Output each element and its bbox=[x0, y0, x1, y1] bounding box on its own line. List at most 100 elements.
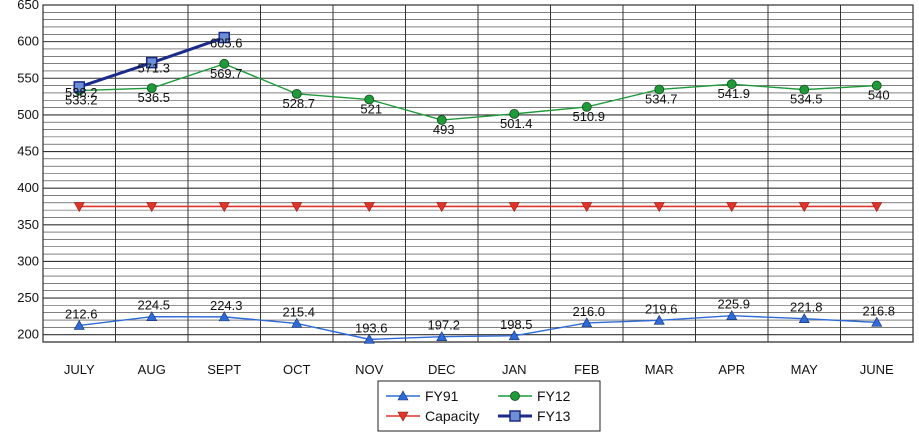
data-point-fy12 bbox=[581, 102, 592, 112]
x-axis: JULY AUG SEPT OCT NOV DEC JAN FEB MAR APR MAY JUNE bbox=[64, 362, 894, 377]
data-label-fy91: 198.5 bbox=[500, 317, 533, 332]
x-tick-label: AUG bbox=[138, 362, 166, 377]
legend-item-fy13: FY13 bbox=[498, 408, 571, 424]
data-point-fy91 bbox=[436, 331, 448, 342]
legend-label-fy91: FY91 bbox=[425, 388, 459, 404]
data-point-fy12 bbox=[654, 84, 665, 95]
x-tick-label: DEC bbox=[428, 362, 455, 377]
data-label-fy91: 225.9 bbox=[717, 297, 750, 312]
legend-box bbox=[377, 380, 601, 432]
data-point-fy12 bbox=[219, 58, 230, 69]
data-point-capacity bbox=[581, 202, 593, 213]
data-point-fy91 bbox=[871, 316, 883, 327]
data-point-capacity bbox=[73, 202, 85, 213]
data-label-fy91: 216.8 bbox=[862, 303, 895, 318]
series-capacity bbox=[73, 202, 883, 213]
legend-item-fy12: FY12 bbox=[498, 388, 571, 404]
legend-label-fy13: FY13 bbox=[537, 408, 571, 424]
data-point-fy91 bbox=[798, 313, 810, 324]
data-label-fy13: 538.2 bbox=[65, 85, 98, 100]
data-point-capacity bbox=[218, 202, 230, 213]
data-point-fy13 bbox=[218, 31, 230, 44]
data-point-fy91 bbox=[218, 311, 230, 322]
data-label-fy12: 501.4 bbox=[500, 116, 533, 131]
legend-label-capacity: Capacity bbox=[425, 408, 479, 424]
data-point-fy91 bbox=[146, 311, 158, 322]
y-tick-label: 450 bbox=[17, 144, 39, 159]
y-tick-label: 200 bbox=[17, 327, 39, 342]
data-label-fy12: 569.7 bbox=[210, 66, 243, 81]
data-point-fy91 bbox=[291, 317, 303, 328]
data-point-fy13 bbox=[146, 56, 158, 69]
x-tick-label: MAY bbox=[791, 362, 819, 377]
legend-item-fy91: FY91 bbox=[386, 388, 459, 404]
data-point-fy12 bbox=[509, 108, 520, 119]
series-fy13: 538.2 571.3 605.6 bbox=[65, 31, 243, 100]
data-label-fy12: 534.7 bbox=[645, 91, 678, 106]
data-point-capacity bbox=[726, 202, 738, 213]
y-axis: 200 250 300 350 400 450 500 550 600 650 bbox=[17, 0, 39, 342]
grid bbox=[42, 4, 914, 343]
data-label-fy13: 571.3 bbox=[137, 61, 170, 76]
data-point-fy91 bbox=[73, 319, 85, 330]
data-label-fy12: 493 bbox=[433, 122, 455, 137]
data-label-fy12: 521 bbox=[360, 102, 382, 117]
data-label-fy91: 216.0 bbox=[572, 304, 605, 319]
data-point-fy12 bbox=[726, 79, 737, 90]
x-tick-label: JULY bbox=[64, 362, 95, 377]
data-point-fy12 bbox=[291, 88, 302, 99]
data-label-fy91: 219.6 bbox=[645, 301, 678, 316]
data-point-fy12 bbox=[146, 83, 157, 94]
x-tick-label: JAN bbox=[502, 362, 527, 377]
data-point-capacity bbox=[436, 202, 448, 213]
y-tick-label: 250 bbox=[17, 290, 39, 305]
x-tick-label: FEB bbox=[574, 362, 599, 377]
data-point-fy12 bbox=[871, 80, 882, 91]
data-label-fy91: 197.2 bbox=[427, 318, 460, 333]
data-point-fy12 bbox=[364, 94, 375, 105]
y-tick-label: 500 bbox=[17, 107, 39, 122]
legend: FY91 FY12 Capacity FY13 bbox=[377, 380, 601, 432]
data-point-capacity bbox=[653, 202, 665, 213]
y-tick-label: 350 bbox=[17, 217, 39, 232]
data-label-fy12: 510.9 bbox=[572, 109, 605, 124]
data-label-fy91: 221.8 bbox=[790, 300, 823, 315]
y-tick-label: 300 bbox=[17, 253, 39, 268]
data-point-fy91 bbox=[363, 333, 375, 344]
x-tick-label: OCT bbox=[283, 362, 311, 377]
legend-marker-fy12 bbox=[510, 391, 520, 401]
x-tick-label: APR bbox=[718, 362, 745, 377]
data-label-fy12: 528.7 bbox=[282, 96, 315, 111]
data-label-fy91: 212.6 bbox=[65, 306, 98, 321]
data-point-fy91 bbox=[508, 330, 520, 341]
data-label-fy91: 224.3 bbox=[210, 298, 243, 313]
data-label-fy12: 541.9 bbox=[717, 86, 750, 101]
data-point-fy13 bbox=[73, 81, 85, 93]
x-tick-label: JUNE bbox=[860, 362, 894, 377]
data-point-capacity bbox=[291, 202, 303, 213]
x-tick-label: MAR bbox=[645, 362, 674, 377]
data-point-fy91 bbox=[581, 317, 593, 328]
data-label-fy12: 534.5 bbox=[790, 92, 823, 107]
data-label-fy12: 540 bbox=[868, 88, 890, 103]
series-fy12: 533.2 536.5 569.7 528.7 521 493 501.4 510.9 534.… bbox=[65, 58, 890, 137]
legend-marker-fy13 bbox=[509, 410, 521, 422]
data-point-capacity bbox=[146, 202, 158, 213]
series-line-fy91 bbox=[79, 314, 877, 341]
series-fy91: 212.6 224.5 224.3 215.4 193.6 197.2 198.5 216.0… bbox=[65, 297, 895, 344]
series-line-fy12 bbox=[79, 63, 877, 121]
y-tick-label: 600 bbox=[17, 34, 39, 49]
legend-item-capacity: Capacity bbox=[386, 408, 479, 424]
data-point-fy12 bbox=[799, 84, 810, 95]
legend-marker-fy91 bbox=[397, 390, 409, 401]
data-label-fy91: 224.5 bbox=[137, 298, 170, 313]
data-label-fy91: 193.6 bbox=[355, 320, 388, 335]
legend-label-fy12: FY12 bbox=[537, 388, 571, 404]
x-tick-label: NOV bbox=[355, 362, 384, 377]
data-label-fy13: 605.6 bbox=[210, 36, 243, 51]
data-point-fy91 bbox=[726, 310, 738, 320]
x-tick-label: SEPT bbox=[207, 362, 241, 377]
data-label-fy91: 215.4 bbox=[282, 304, 315, 319]
data-point-capacity bbox=[508, 202, 520, 213]
